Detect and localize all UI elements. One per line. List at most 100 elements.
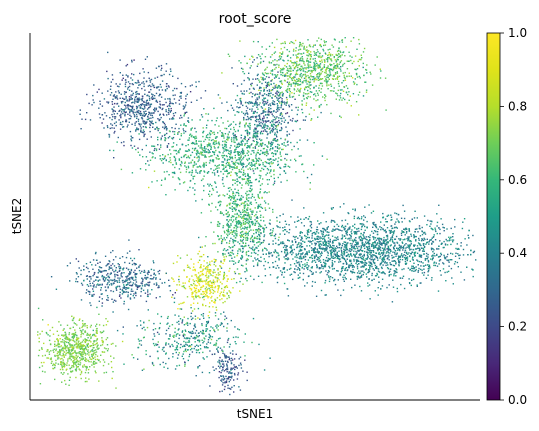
scatter-point	[207, 137, 209, 139]
scatter-point	[322, 267, 324, 270]
scatter-point	[242, 140, 244, 143]
scatter-point	[334, 65, 337, 67]
scatter-point	[368, 261, 370, 263]
scatter-point	[327, 272, 329, 274]
scatter-point	[254, 146, 256, 148]
scatter-point	[288, 133, 291, 135]
scatter-point	[230, 197, 233, 199]
scatter-point	[386, 255, 388, 257]
scatter-point	[320, 254, 323, 257]
scatter-point	[320, 68, 322, 71]
scatter-point	[311, 76, 314, 78]
scatter-point	[183, 132, 185, 134]
scatter-point	[291, 92, 293, 94]
scatter-point	[269, 232, 272, 234]
scatter-point	[344, 79, 347, 81]
scatter-point	[336, 63, 338, 65]
scatter-point	[147, 118, 150, 121]
scatter-point	[154, 97, 156, 100]
scatter-point	[331, 54, 334, 56]
scatter-point	[328, 280, 331, 283]
scatter-point	[325, 95, 327, 97]
scatter-point	[220, 170, 222, 173]
scatter-point	[224, 145, 226, 148]
scatter-point	[172, 130, 174, 133]
scatter-point	[243, 204, 245, 206]
scatter-point	[245, 110, 248, 112]
scatter-point	[227, 149, 229, 151]
scatter-point	[140, 107, 142, 109]
scatter-point	[222, 194, 224, 196]
scatter-point	[171, 102, 173, 105]
scatter-point	[276, 60, 278, 62]
scatter-point	[226, 236, 228, 239]
scatter-point	[242, 158, 244, 160]
scatter-point	[320, 91, 322, 93]
scatter-point	[227, 224, 229, 226]
scatter-point	[249, 214, 251, 216]
scatter-point	[272, 230, 274, 232]
scatter-point	[222, 155, 225, 157]
scatter-point	[256, 106, 258, 108]
scatter-point	[394, 242, 396, 244]
scatter-point	[228, 197, 230, 199]
scatter-point	[211, 171, 214, 174]
scatter-point	[297, 216, 299, 218]
scatter-point	[254, 236, 256, 239]
scatter-point	[319, 238, 321, 240]
scatter-point	[309, 182, 311, 184]
scatter-point	[316, 92, 319, 94]
scatter-point	[230, 224, 232, 227]
scatter-point	[261, 207, 264, 209]
scatter-point	[434, 255, 436, 257]
scatter-point	[331, 78, 334, 80]
scatter-point	[249, 167, 251, 169]
scatter-point	[303, 48, 305, 50]
scatter-point	[331, 235, 334, 237]
scatter-point	[278, 108, 280, 111]
scatter-point	[240, 240, 242, 243]
scatter-point	[298, 90, 300, 92]
scatter-point	[333, 253, 335, 255]
scatter-point	[219, 212, 222, 214]
scatter-point	[242, 68, 244, 70]
scatter-point	[268, 90, 271, 93]
scatter-point	[252, 139, 254, 142]
scatter-point	[240, 155, 242, 157]
scatter-point	[294, 80, 297, 82]
scatter-point	[324, 41, 326, 44]
scatter-point	[404, 238, 406, 240]
scatter-point	[320, 222, 322, 224]
scatter-point	[417, 269, 420, 272]
scatter-point	[244, 206, 246, 208]
scatter-point	[285, 249, 288, 251]
scatter-point	[403, 268, 405, 270]
scatter-point	[321, 70, 324, 73]
scatter-point	[224, 133, 227, 135]
scatter-point	[452, 239, 455, 241]
scatter-point	[244, 204, 247, 206]
scatter-point	[290, 216, 292, 218]
scatter-point	[275, 111, 277, 113]
scatter-point	[124, 101, 126, 104]
scatter-point	[141, 103, 143, 106]
scatter-point	[205, 151, 207, 153]
scatter-point	[279, 173, 281, 176]
scatter-point	[329, 249, 331, 252]
scatter-point	[387, 254, 390, 256]
scatter-point	[371, 250, 373, 252]
scatter-point	[410, 233, 412, 235]
scatter-point	[125, 91, 127, 93]
scatter-point	[254, 168, 257, 170]
scatter-point	[174, 189, 176, 191]
scatter-point	[362, 270, 364, 272]
scatter-point	[213, 133, 216, 135]
scatter-point	[234, 199, 236, 202]
scatter-point	[203, 163, 206, 165]
scatter-point	[338, 85, 340, 87]
scatter-point	[304, 265, 306, 268]
scatter-point	[331, 277, 334, 279]
scatter-point	[165, 83, 168, 85]
scatter-point	[160, 64, 163, 67]
scatter-point	[276, 38, 278, 41]
